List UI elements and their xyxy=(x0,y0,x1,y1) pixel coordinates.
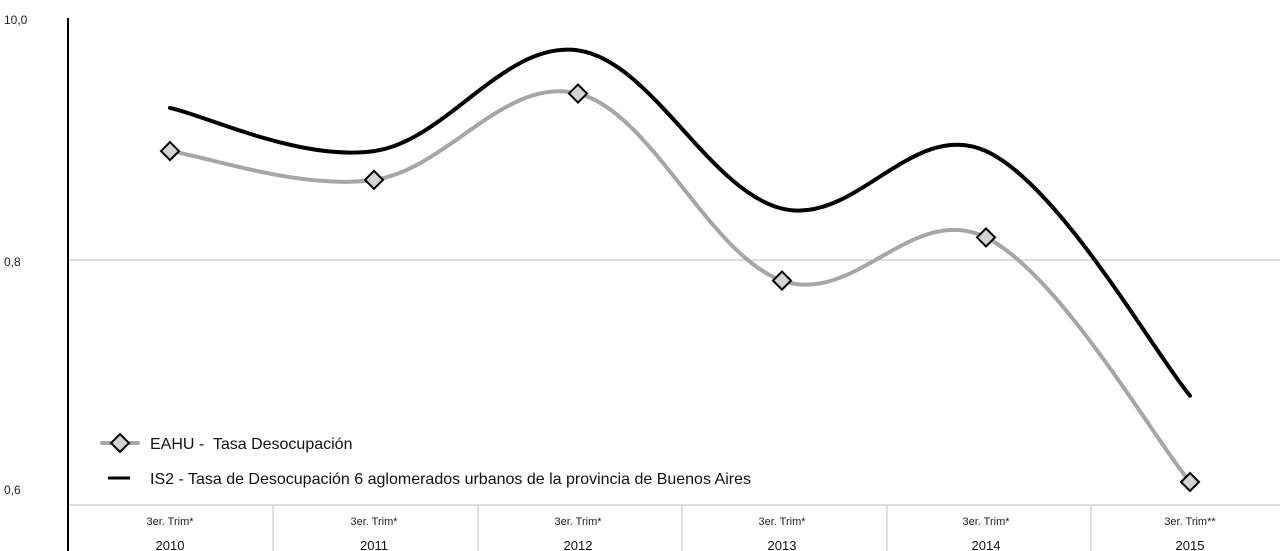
y-tick-label: 0,6 xyxy=(4,483,21,497)
legend: EAHU - Tasa Desocupación IS2 - Tasa de D… xyxy=(100,432,751,488)
y-tick-label: 0,8 xyxy=(4,255,21,269)
x-tick-label: 3er. Trim* xyxy=(146,516,194,528)
data-point-marker xyxy=(1179,471,1201,493)
x-tick-label: 2012 xyxy=(564,538,593,551)
x-tick-label: 3er. Trim* xyxy=(962,516,1010,528)
data-point-marker xyxy=(567,83,589,104)
legend-label-is2: IS2 - Tasa de Desocupación 6 aglomerados… xyxy=(150,471,751,488)
x-tick-label: 3er. Trim* xyxy=(350,516,398,528)
x-tick-label: 3er. Trim** xyxy=(1164,516,1216,528)
series-markers xyxy=(159,83,1201,493)
x-tick-label: 2015 xyxy=(1176,538,1205,551)
x-tick-label: 3er. Trim* xyxy=(758,516,806,528)
x-axis-separators xyxy=(272,505,1092,551)
x-tick-label: 2010 xyxy=(156,538,185,551)
x-tick-label: 2011 xyxy=(360,538,388,551)
data-point-marker xyxy=(771,270,793,291)
x-tick-label: 2013 xyxy=(768,538,797,551)
legend-label-eahu: EAHU - Tasa Desocupación xyxy=(150,436,352,453)
x-tick-label: 3er. Trim* xyxy=(554,516,602,528)
x-tick-label: 2014 xyxy=(972,538,1001,551)
legend-diamond-marker xyxy=(109,432,131,454)
y-tick-label: 10,0 xyxy=(4,13,28,27)
data-point-marker xyxy=(975,227,997,248)
data-point-marker xyxy=(363,169,385,191)
series-line-is2 xyxy=(168,47,1192,398)
data-point-marker xyxy=(159,140,181,162)
